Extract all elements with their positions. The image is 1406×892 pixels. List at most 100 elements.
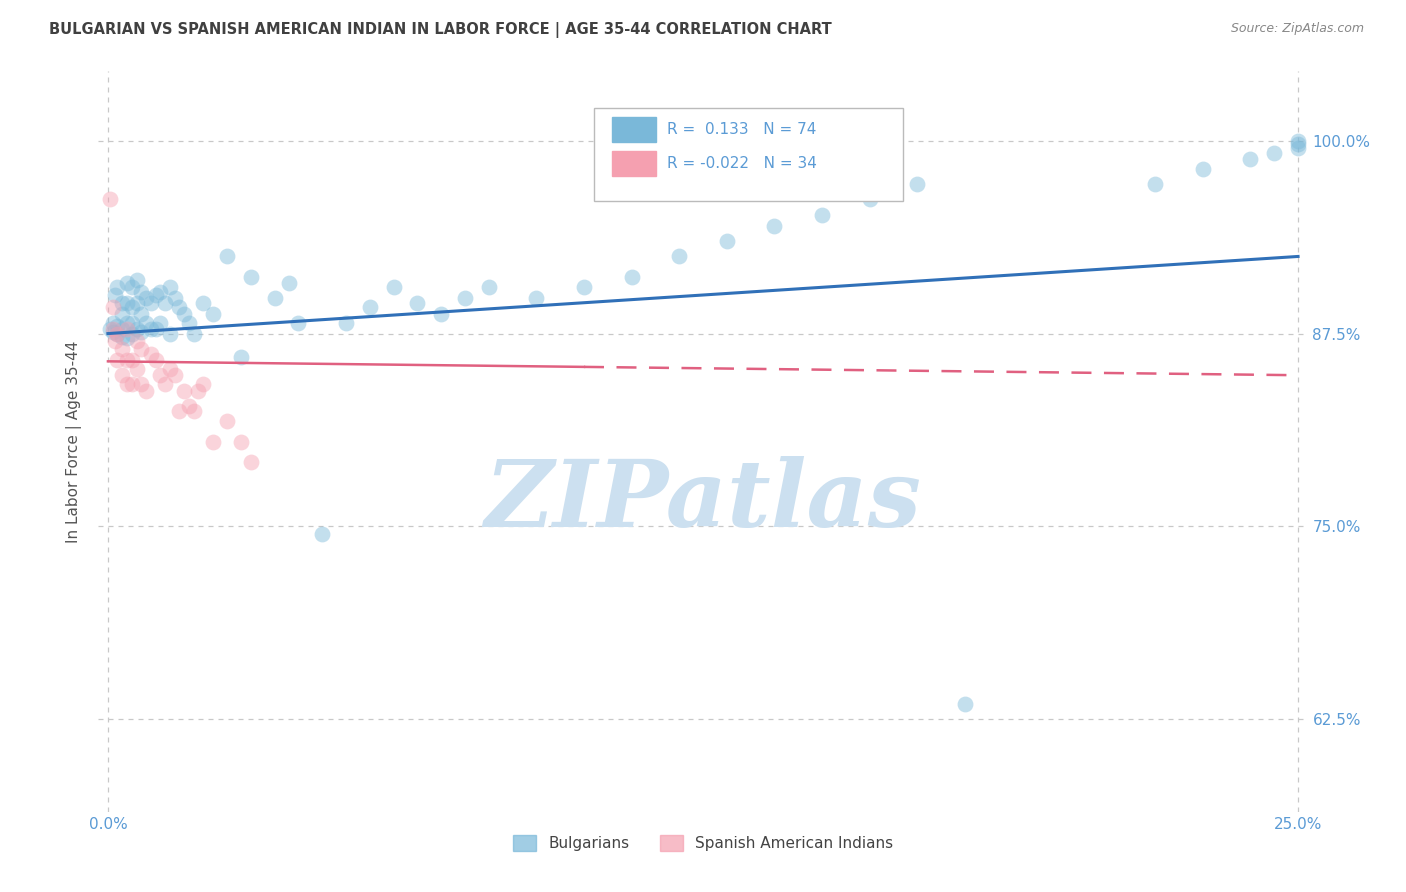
- Point: [115, 276, 138, 290]
- Text: BULGARIAN VS SPANISH AMERICAN INDIAN IN LABOR FORCE | AGE 35-44 CORRELATION CHAR: BULGARIAN VS SPANISH AMERICAN INDIAN IN …: [49, 22, 832, 38]
- Point: [121, 377, 143, 392]
- Point: [169, 301, 191, 315]
- Point: [406, 295, 429, 310]
- Text: R = -0.022   N = 34: R = -0.022 N = 34: [666, 156, 817, 171]
- Point: [1286, 134, 1309, 148]
- Point: [115, 322, 138, 336]
- Point: [145, 322, 167, 336]
- Point: [125, 362, 148, 376]
- Point: [107, 326, 129, 341]
- Point: [263, 291, 285, 305]
- Point: [215, 249, 238, 263]
- Point: [101, 301, 124, 315]
- Point: [478, 280, 501, 294]
- Point: [149, 368, 172, 383]
- Point: [201, 434, 224, 449]
- Point: [1192, 161, 1215, 176]
- Point: [311, 527, 333, 541]
- Point: [129, 342, 152, 356]
- Point: [1239, 153, 1261, 167]
- Point: [169, 403, 191, 417]
- Point: [149, 316, 172, 330]
- Point: [98, 322, 121, 336]
- Point: [239, 454, 262, 468]
- Point: [107, 318, 129, 333]
- Point: [129, 325, 152, 339]
- Point: [382, 280, 405, 294]
- Point: [115, 352, 138, 367]
- Point: [111, 342, 134, 356]
- Point: [277, 276, 299, 290]
- Point: [107, 326, 129, 341]
- Point: [129, 377, 152, 392]
- Point: [201, 306, 224, 320]
- Point: [231, 350, 253, 364]
- Point: [104, 334, 127, 349]
- Point: [953, 697, 976, 711]
- Point: [1286, 141, 1309, 155]
- Point: [811, 208, 834, 222]
- Point: [107, 280, 129, 294]
- Point: [430, 306, 453, 320]
- Point: [187, 384, 209, 398]
- Point: [145, 288, 167, 302]
- Point: [115, 295, 138, 310]
- Point: [111, 306, 134, 320]
- FancyBboxPatch shape: [613, 117, 655, 142]
- Point: [139, 322, 162, 336]
- Point: [129, 306, 152, 320]
- FancyBboxPatch shape: [595, 109, 903, 201]
- Text: ZIPatlas: ZIPatlas: [485, 456, 921, 546]
- Point: [111, 329, 134, 343]
- Point: [173, 384, 195, 398]
- Point: [905, 177, 928, 191]
- Point: [139, 295, 162, 310]
- FancyBboxPatch shape: [613, 152, 655, 177]
- Point: [145, 352, 167, 367]
- Point: [763, 219, 786, 233]
- Point: [101, 316, 124, 330]
- Point: [159, 280, 181, 294]
- Point: [121, 280, 143, 294]
- Point: [111, 368, 134, 383]
- Point: [111, 295, 134, 310]
- Point: [111, 322, 134, 336]
- Point: [139, 346, 162, 360]
- Point: [159, 362, 181, 376]
- Point: [191, 295, 214, 310]
- Point: [121, 301, 143, 315]
- Point: [191, 377, 214, 392]
- Point: [101, 322, 124, 336]
- Y-axis label: In Labor Force | Age 35-44: In Labor Force | Age 35-44: [66, 341, 83, 542]
- Point: [135, 384, 157, 398]
- Point: [572, 280, 595, 294]
- Text: R =  0.133   N = 74: R = 0.133 N = 74: [666, 121, 815, 136]
- Point: [121, 316, 143, 330]
- Point: [183, 403, 205, 417]
- Point: [177, 316, 200, 330]
- Point: [121, 326, 143, 341]
- Point: [716, 234, 738, 248]
- Point: [121, 352, 143, 367]
- Point: [115, 377, 138, 392]
- Point: [125, 322, 148, 336]
- Point: [231, 434, 253, 449]
- Point: [125, 334, 148, 349]
- Text: Source: ZipAtlas.com: Source: ZipAtlas.com: [1230, 22, 1364, 36]
- Point: [107, 352, 129, 367]
- Point: [524, 291, 547, 305]
- Point: [159, 326, 181, 341]
- Point: [620, 269, 643, 284]
- Point: [125, 272, 148, 286]
- Point: [173, 306, 195, 320]
- Point: [287, 316, 309, 330]
- Point: [135, 291, 157, 305]
- Point: [98, 193, 121, 207]
- Point: [215, 415, 238, 429]
- Point: [101, 325, 124, 339]
- Point: [153, 295, 176, 310]
- Point: [668, 249, 690, 263]
- Legend: Bulgarians, Spanish American Indians: Bulgarians, Spanish American Indians: [506, 830, 900, 857]
- Point: [115, 316, 138, 330]
- Point: [239, 269, 262, 284]
